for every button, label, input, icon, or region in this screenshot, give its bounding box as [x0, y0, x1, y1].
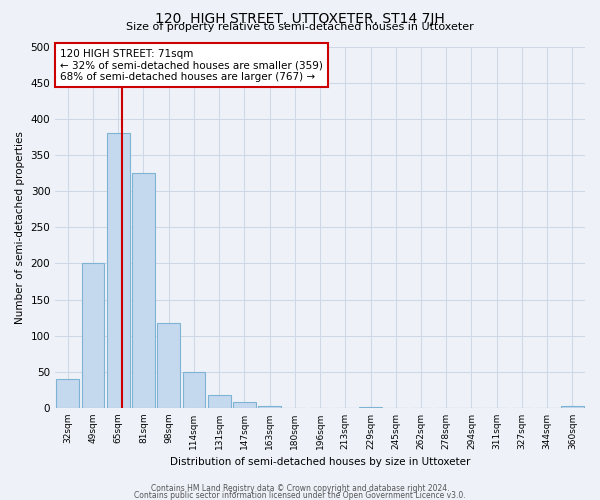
- Bar: [359, 407, 382, 408]
- Text: Size of property relative to semi-detached houses in Uttoxeter: Size of property relative to semi-detach…: [126, 22, 474, 32]
- Y-axis label: Number of semi-detached properties: Number of semi-detached properties: [15, 131, 25, 324]
- Text: Contains HM Land Registry data © Crown copyright and database right 2024.: Contains HM Land Registry data © Crown c…: [151, 484, 449, 493]
- Text: 120 HIGH STREET: 71sqm
← 32% of semi-detached houses are smaller (359)
68% of se: 120 HIGH STREET: 71sqm ← 32% of semi-det…: [60, 48, 323, 82]
- Bar: [208, 395, 230, 408]
- Bar: [132, 173, 155, 408]
- X-axis label: Distribution of semi-detached houses by size in Uttoxeter: Distribution of semi-detached houses by …: [170, 458, 470, 468]
- Bar: [82, 264, 104, 408]
- Bar: [258, 406, 281, 408]
- Bar: [157, 322, 180, 408]
- Text: 120, HIGH STREET, UTTOXETER, ST14 7JH: 120, HIGH STREET, UTTOXETER, ST14 7JH: [155, 12, 445, 26]
- Bar: [56, 379, 79, 408]
- Bar: [233, 402, 256, 408]
- Bar: [107, 133, 130, 408]
- Bar: [561, 406, 584, 408]
- Bar: [182, 372, 205, 408]
- Text: Contains public sector information licensed under the Open Government Licence v3: Contains public sector information licen…: [134, 491, 466, 500]
